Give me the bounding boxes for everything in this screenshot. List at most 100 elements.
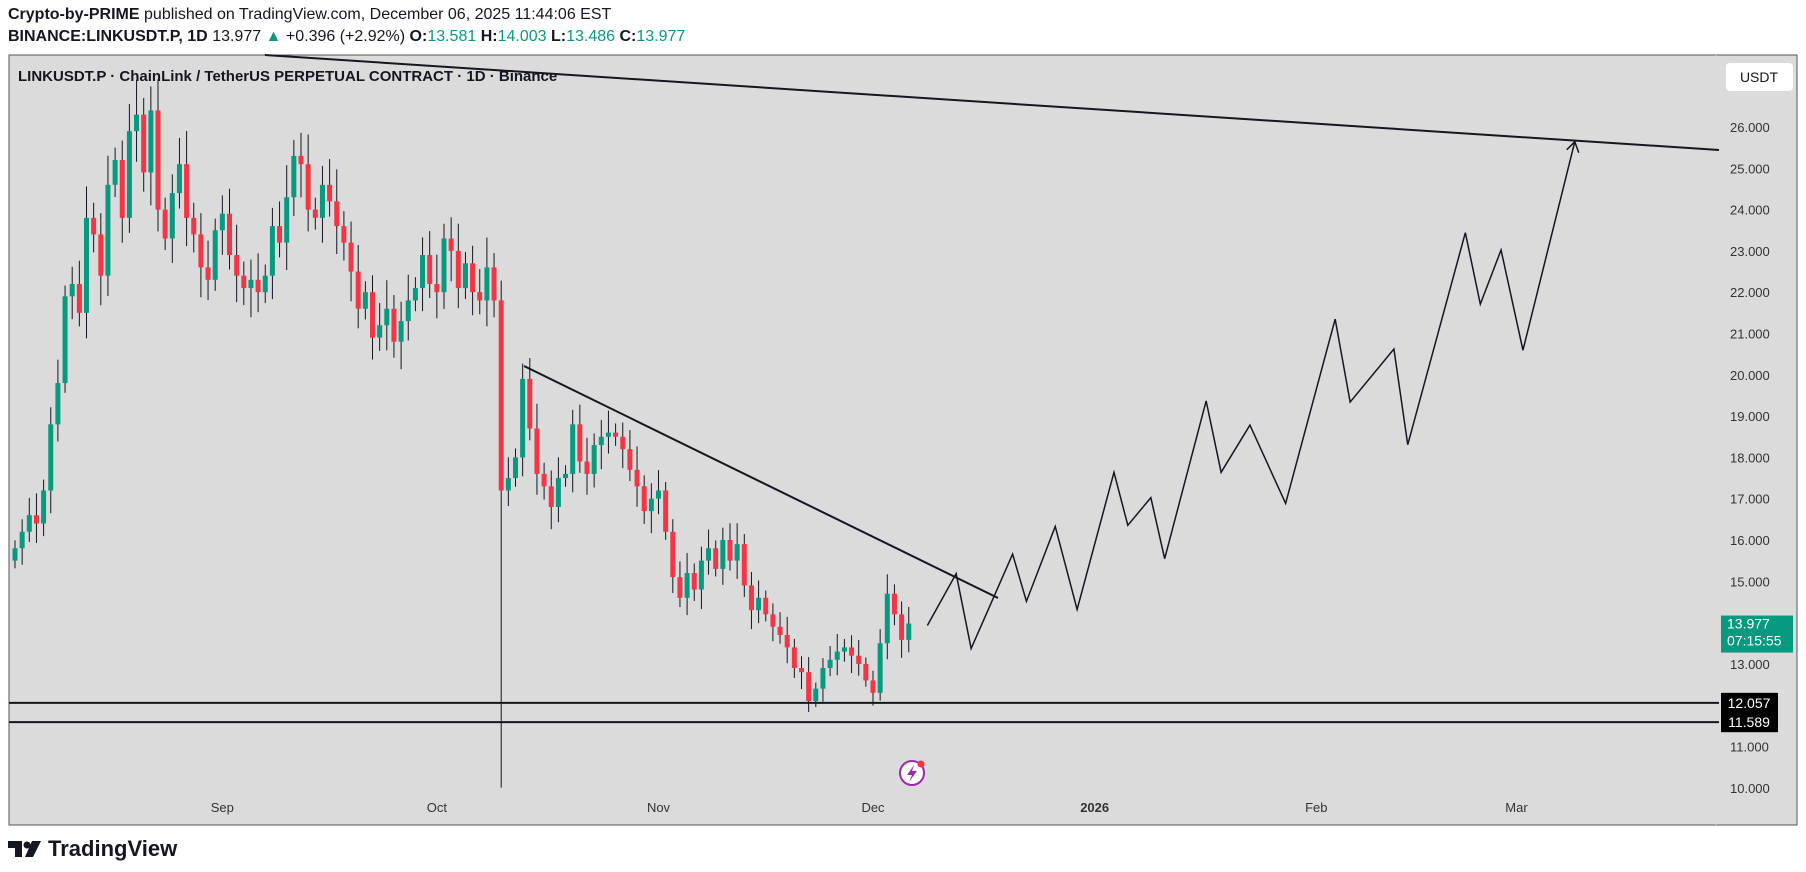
- symbol: BINANCE:LINKUSDT.P, 1D: [8, 28, 208, 45]
- candle-body: [269, 226, 275, 276]
- y-tick-label: 20.000: [1730, 368, 1770, 383]
- candle-body: [205, 267, 211, 280]
- last-price: 13.977: [212, 28, 262, 45]
- candle-body: [505, 478, 511, 491]
- published-text: published on TradingView.com, December 0…: [144, 6, 612, 23]
- candle-body: [748, 585, 754, 611]
- candle-body: [455, 250, 461, 289]
- candle-body: [448, 238, 454, 251]
- candle-body: [48, 424, 54, 491]
- x-tick-label: Feb: [1305, 800, 1327, 815]
- candle-body: [327, 184, 333, 202]
- candle-body: [462, 263, 468, 289]
- y-tick-label: 11.000: [1730, 740, 1769, 755]
- y-tick-label: 25.000: [1730, 161, 1770, 176]
- candle-body: [41, 490, 47, 524]
- candle-body: [334, 201, 340, 227]
- y-tick-label: 13.000: [1730, 657, 1770, 672]
- candle-body: [856, 655, 862, 664]
- chart-area[interactable]: [8, 54, 1798, 826]
- candle-body: [55, 383, 61, 425]
- currency-button[interactable]: USDT: [1726, 63, 1793, 91]
- lightning-icon[interactable]: [899, 760, 925, 786]
- time-axis[interactable]: Sep Oct Nov Dec 2026 Feb Mar: [211, 800, 1529, 815]
- candle-body: [227, 213, 232, 256]
- open-label: O:: [409, 28, 428, 45]
- candle-body: [520, 378, 526, 458]
- candle-body: [341, 226, 347, 243]
- candle-body: [298, 155, 304, 165]
- candle-body: [763, 597, 769, 615]
- candle-body: [234, 255, 240, 276]
- candle-body: [484, 267, 490, 301]
- candle-body: [656, 490, 661, 499]
- candle-body: [849, 647, 855, 656]
- candle-body: [362, 292, 368, 309]
- low-value: 13.486: [566, 28, 616, 45]
- candle-body: [370, 292, 375, 338]
- candle-body: [513, 457, 518, 479]
- x-tick-label: Mar: [1505, 800, 1528, 815]
- last-price-label: 13.977: [1727, 616, 1770, 632]
- candle-body: [420, 255, 426, 289]
- candle-body: [391, 308, 397, 342]
- y-tick-label: 17.000: [1730, 492, 1770, 507]
- candle-body: [184, 164, 190, 218]
- candle-body: [477, 292, 483, 301]
- candle-body: [591, 445, 597, 474]
- y-tick-label: 19.000: [1730, 409, 1770, 424]
- candle-body: [119, 160, 125, 218]
- candle-body: [841, 647, 847, 652]
- candle-body: [756, 597, 762, 611]
- tradingview-logo[interactable]: TradingView: [8, 836, 177, 862]
- candle-body: [598, 436, 604, 446]
- candle-body: [405, 300, 411, 322]
- candle-body: [134, 114, 140, 132]
- candle-body: [899, 614, 905, 640]
- candle-body: [155, 110, 161, 210]
- candle-body: [384, 308, 390, 326]
- candle-body: [770, 614, 776, 627]
- level-label: 12.057: [1728, 695, 1771, 711]
- y-tick-label: 18.000: [1730, 450, 1770, 465]
- candle-body: [570, 424, 576, 474]
- up-arrow-icon: ▲: [265, 28, 282, 45]
- candle-body: [777, 626, 783, 635]
- candle-body: [677, 577, 683, 598]
- candle-body: [26, 515, 32, 532]
- last-price-label-bg: [1721, 615, 1793, 653]
- candle-body: [219, 213, 225, 231]
- candle-body: [191, 217, 197, 235]
- drawings: [9, 54, 1720, 724]
- candle-body: [355, 271, 361, 309]
- candle-body: [412, 288, 418, 301]
- x-tick-label: Sep: [211, 800, 234, 815]
- candle-body: [398, 321, 404, 342]
- candle-body: [584, 461, 590, 474]
- candle-body: [312, 209, 318, 218]
- candle-body: [76, 283, 82, 313]
- x-tick-label: Dec: [861, 800, 885, 815]
- candle-body: [377, 325, 383, 338]
- x-tick-label: Nov: [647, 800, 671, 815]
- candle-body: [548, 486, 554, 507]
- candle-body: [498, 300, 504, 491]
- level-label-bg: [1721, 712, 1778, 733]
- candle-body: [906, 623, 912, 640]
- candle-body: [262, 275, 268, 293]
- candle-body: [434, 283, 440, 293]
- high-label: H:: [480, 28, 498, 45]
- high-value: 14.003: [497, 28, 547, 45]
- descending-trendline: [523, 365, 999, 599]
- candle-body: [863, 663, 869, 681]
- change: +0.396 (+2.92%): [285, 28, 406, 45]
- price-axis[interactable]: 26.000 25.000 24.000 23.000 22.000 21.000 20.0…: [1721, 120, 1793, 796]
- symbol-line: BINANCE:LINKUSDT.P, 1D 13.977 ▲ +0.396 (…: [8, 28, 685, 46]
- candle-body: [470, 263, 476, 293]
- close-label: C:: [619, 28, 637, 45]
- y-tick-label: 21.000: [1730, 327, 1770, 342]
- candle-body: [620, 436, 626, 450]
- candle-body: [877, 643, 883, 693]
- level-label-bg: [1721, 692, 1778, 713]
